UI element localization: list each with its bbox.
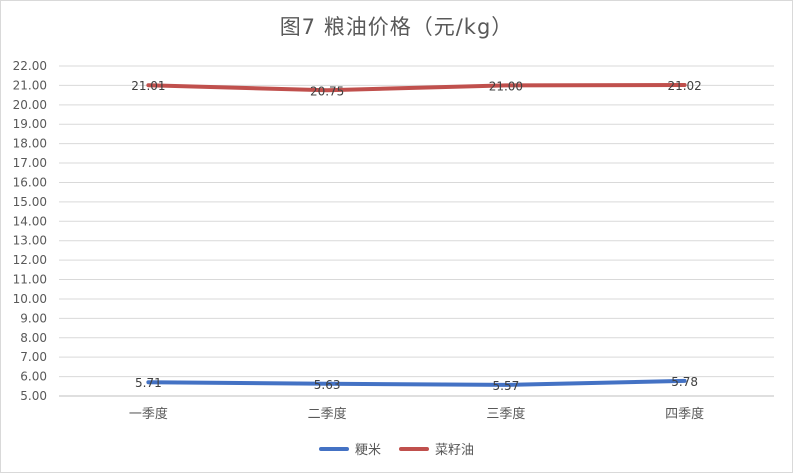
x-tick-label: 二季度 xyxy=(308,406,347,422)
y-tick-label: 11.00 xyxy=(13,273,47,287)
legend-label: 粳米 xyxy=(354,443,381,458)
data-label: 20.75 xyxy=(310,84,344,98)
y-tick-label: 10.00 xyxy=(13,292,47,306)
y-tick-label: 15.00 xyxy=(13,195,47,209)
series-line-rapeseed-oil xyxy=(146,83,687,93)
y-tick-label: 17.00 xyxy=(13,156,47,170)
chart-legend: 粳米 菜籽油 xyxy=(1,439,792,458)
data-label: 21.01 xyxy=(131,79,165,93)
series-line-japonica-rice xyxy=(146,378,687,387)
y-tick-label: 6.00 xyxy=(20,370,47,384)
y-tick-label: 8.00 xyxy=(20,331,47,345)
y-tick-label: 18.00 xyxy=(13,137,47,151)
y-tick-label: 7.00 xyxy=(20,350,47,364)
y-tick-label: 22.00 xyxy=(13,59,47,73)
data-label: 5.78 xyxy=(671,375,698,389)
data-label: 5.63 xyxy=(314,378,341,392)
y-tick-label: 21.00 xyxy=(13,78,47,92)
y-tick-label: 5.00 xyxy=(20,389,47,403)
data-label: 21.02 xyxy=(667,79,701,93)
y-tick-label: 16.00 xyxy=(13,175,47,189)
x-tick-label: 三季度 xyxy=(486,406,525,422)
data-label: 21.00 xyxy=(489,79,523,93)
legend-label: 菜籽油 xyxy=(435,443,475,458)
legend-swatch xyxy=(399,446,429,451)
y-tick-label: 20.00 xyxy=(13,98,47,112)
data-label: 5.71 xyxy=(135,376,162,390)
y-tick-label: 19.00 xyxy=(13,117,47,131)
y-tick-label: 12.00 xyxy=(13,253,47,267)
x-tick-label: 四季度 xyxy=(665,406,704,422)
legend-item: 菜籽油 xyxy=(399,439,474,458)
y-tick-label: 14.00 xyxy=(13,214,47,228)
y-tick-label: 9.00 xyxy=(20,311,47,325)
chart-title: 图7 粮油价格（元/kg） xyxy=(279,15,514,39)
data-label: 5.57 xyxy=(493,379,520,393)
x-tick-label: 一季度 xyxy=(129,406,168,422)
y-tick-label: 13.00 xyxy=(13,234,47,248)
legend-swatch xyxy=(318,446,349,451)
legend-item: 粳米 xyxy=(318,439,381,458)
